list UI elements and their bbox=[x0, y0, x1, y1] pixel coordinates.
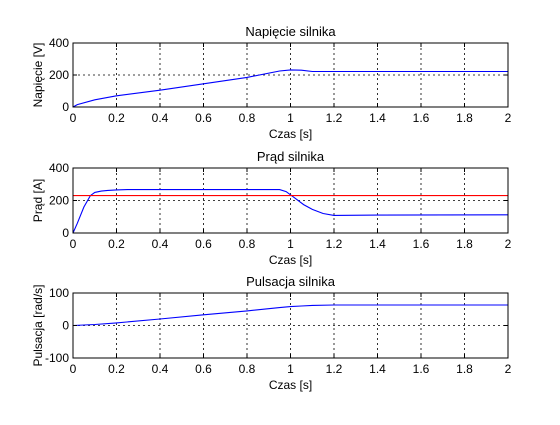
y-tick-label: 0 bbox=[62, 100, 69, 114]
y-tick-label: 200 bbox=[49, 194, 69, 208]
y-tick-label: 0 bbox=[62, 319, 69, 333]
subplot-2: 0 0.2 0.4 0.6 0.8 1 1.2 1.4 1.6 1.8 2 0 200 400 Prąd s… bbox=[31, 149, 512, 267]
x-tick-label: 1.8 bbox=[456, 362, 473, 376]
x-tick-label: 1 bbox=[287, 111, 294, 125]
x-tick-label: 0.6 bbox=[195, 111, 212, 125]
x-tick-label: 0.8 bbox=[239, 237, 256, 251]
y-tick-label: 100 bbox=[49, 286, 69, 300]
y-tick-label: 200 bbox=[49, 68, 69, 82]
x-tick-label: 1 bbox=[287, 362, 294, 376]
x-tick-label: 0.6 bbox=[195, 237, 212, 251]
x-tick-label: 0.4 bbox=[152, 237, 169, 251]
subplot-1: 0 0.2 0.4 0.6 0.8 1 1.2 1.4 1.6 1.8 2 0 200 400 Napięc… bbox=[31, 24, 512, 141]
x-tick-label: 0.6 bbox=[195, 362, 212, 376]
x-tick-label: 1.2 bbox=[326, 362, 343, 376]
chart-title: Napięcie silnika bbox=[245, 24, 336, 39]
x-tick-label: 1 bbox=[287, 237, 294, 251]
x-tick-label: 2 bbox=[505, 362, 512, 376]
y-tick-label: 0 bbox=[62, 226, 69, 240]
x-tick-label: 0.2 bbox=[108, 111, 125, 125]
y-tick-label: 400 bbox=[49, 36, 69, 50]
x-tick-label: 1.8 bbox=[456, 111, 473, 125]
x-tick-label: 0.4 bbox=[152, 111, 169, 125]
x-tick-label: 0 bbox=[70, 111, 77, 125]
y-tick-label: 400 bbox=[49, 161, 69, 175]
x-tick-label: 1.2 bbox=[326, 111, 343, 125]
x-tick-label: 1.6 bbox=[413, 237, 430, 251]
x-tick-label: 2 bbox=[505, 237, 512, 251]
x-tick-label: 1.6 bbox=[413, 111, 430, 125]
x-tick-label: 2 bbox=[505, 111, 512, 125]
series-line-1 bbox=[72, 69, 508, 108]
y-axis-label: Pulsacja [rad/s] bbox=[31, 284, 45, 366]
x-tick-label: 1.2 bbox=[326, 237, 343, 251]
x-tick-label: 1.6 bbox=[413, 362, 430, 376]
chart-title: Prąd silnika bbox=[257, 149, 325, 164]
x-axis-label: Czas [s] bbox=[269, 253, 312, 267]
y-axis-label: Prąd [A] bbox=[31, 179, 45, 222]
x-tick-label: 1.4 bbox=[369, 362, 386, 376]
x-tick-label: 0.2 bbox=[108, 362, 125, 376]
x-tick-label: 0.8 bbox=[239, 362, 256, 376]
x-axis-label: Czas [s] bbox=[269, 378, 312, 392]
x-tick-label: 0.2 bbox=[108, 237, 125, 251]
x-tick-label: 0 bbox=[70, 362, 77, 376]
x-tick-label: 1.4 bbox=[369, 237, 386, 251]
chart-title: Pulsacja silnika bbox=[246, 274, 336, 289]
x-tick-label: 1.4 bbox=[369, 111, 386, 125]
x-tick-label: 1.8 bbox=[456, 237, 473, 251]
series-line-1 bbox=[72, 304, 508, 327]
x-tick-label: 0.8 bbox=[239, 111, 256, 125]
y-tick-label: -100 bbox=[45, 351, 69, 365]
x-tick-label: 0.4 bbox=[152, 362, 169, 376]
y-axis-label: Napięcie [V] bbox=[31, 43, 45, 108]
subplot-3: 0 0.2 0.4 0.6 0.8 1 1.2 1.4 1.6 1.8 2-1000100Pulsa… bbox=[31, 274, 512, 392]
x-axis-label: Czas [s] bbox=[269, 127, 312, 141]
x-tick-label: 0 bbox=[70, 237, 77, 251]
